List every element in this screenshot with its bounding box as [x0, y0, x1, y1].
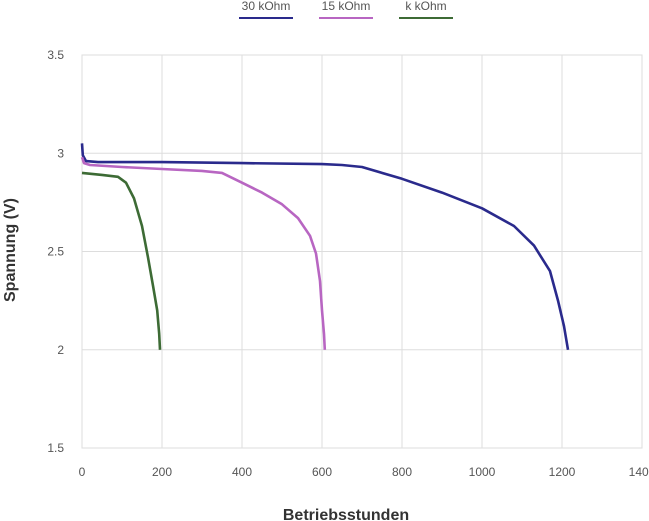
y-tick-label: 2 — [57, 343, 64, 357]
plot-frame — [81, 54, 643, 449]
x-tick-label: 200 — [152, 465, 172, 479]
legend-label: k kOhm — [405, 0, 446, 13]
x-tick-label: 800 — [392, 465, 412, 479]
y-tick-label: 3 — [57, 146, 64, 160]
x-tick-label: 400 — [232, 465, 252, 479]
x-tick-label: 1200 — [549, 465, 576, 479]
x-tick-label: 1000 — [469, 465, 496, 479]
grid — [81, 54, 643, 449]
x-tick-label: 600 — [312, 465, 332, 479]
series-line — [80, 143, 570, 351]
x-axis-ticks: 0 200 400 600 800 1000 1200 1400 — [79, 465, 649, 479]
legend-label: 30 kOhm — [242, 0, 291, 13]
x-tick-label: 1400 — [629, 465, 649, 479]
y-tick-label: 3.5 — [47, 48, 64, 62]
legend: 30 kOhm 15 kOhm k kOhm — [239, 0, 453, 19]
legend-label: 15 kOhm — [322, 0, 371, 13]
series-line — [80, 156, 327, 350]
series-line — [81, 171, 162, 350]
y-axis-title: Spannung (V) — [2, 198, 19, 302]
y-tick-label: 1.5 — [47, 441, 64, 455]
y-axis-ticks: 1.5 2 2.5 3 3.5 — [47, 48, 64, 455]
y-tick-label: 2.5 — [47, 245, 64, 259]
series-layer — [80, 143, 570, 351]
x-tick-label: 0 — [79, 465, 86, 479]
x-axis-title: Betriebsstunden — [283, 507, 409, 521]
